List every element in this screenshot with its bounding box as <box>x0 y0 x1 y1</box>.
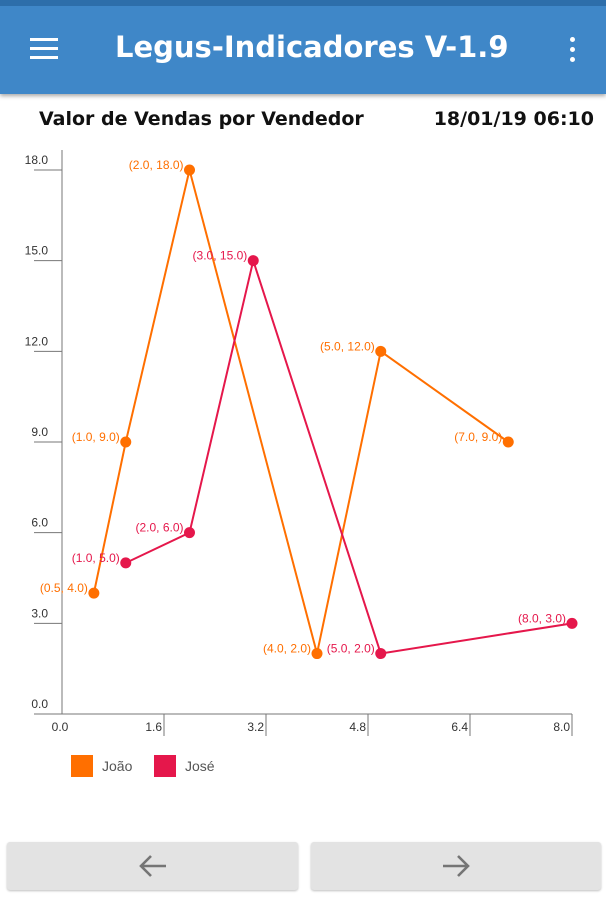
data-point <box>88 587 100 599</box>
data-label: (5.0, 2.0) <box>327 642 375 656</box>
x-tick-label: 0.0 <box>52 720 69 734</box>
status-bar-strip <box>0 0 606 6</box>
data-point <box>375 648 387 660</box>
legend-label: João <box>102 758 133 774</box>
data-label: (3.0, 15.0) <box>193 249 248 263</box>
data-point <box>311 648 323 660</box>
data-point <box>120 557 132 569</box>
data-label: (1.0, 9.0) <box>72 430 120 444</box>
data-label: (8.0, 3.0) <box>518 611 566 625</box>
data-label: (1.0, 5.0) <box>72 551 120 565</box>
y-tick-label: 18.0 <box>25 153 49 167</box>
data-label: (7.0, 9.0) <box>454 430 502 444</box>
sales-line-chart: 0.0 1.6 3.2 4.8 6.4 8.0 0.0 3.0 6.0 9.0 12.0 15.0 18… <box>25 150 578 777</box>
back-button[interactable] <box>7 842 298 890</box>
legend-swatch <box>71 755 93 777</box>
hamburger-menu-icon[interactable] <box>26 34 66 64</box>
data-label: (2.0, 18.0) <box>129 158 184 172</box>
data-label: (0.5, 4.0) <box>40 581 88 595</box>
y-tick-label: 9.0 <box>31 425 48 439</box>
data-point <box>502 436 514 448</box>
x-tick-label: 4.8 <box>349 720 366 734</box>
data-point <box>184 164 195 176</box>
app-bar: Legus-Indicadores V-1.9 <box>0 0 606 94</box>
timestamp: 18/01/19 06:10 <box>433 108 594 130</box>
data-point <box>120 436 132 448</box>
y-tick-label: 0.0 <box>31 697 48 711</box>
data-point <box>375 345 387 357</box>
y-tick-label: 12.0 <box>25 334 49 348</box>
data-point <box>247 255 259 267</box>
forward-button[interactable] <box>311 842 601 890</box>
more-vertical-icon[interactable] <box>560 34 586 66</box>
data-label: (5.0, 12.0) <box>320 339 375 353</box>
legend-swatch <box>154 755 176 777</box>
arrow-right-icon <box>443 855 470 877</box>
x-tick-label: 8.0 <box>553 720 570 734</box>
x-tick-label: 6.4 <box>451 720 468 734</box>
data-point <box>566 617 578 629</box>
y-tick-label: 15.0 <box>25 244 49 258</box>
data-label: (4.0, 2.0) <box>263 642 311 656</box>
chart-title: Valor de Vendas por Vendedor <box>39 108 364 130</box>
legend-label: José <box>185 758 215 774</box>
series-line <box>125 256 573 655</box>
arrow-left-icon <box>138 855 166 877</box>
data-point <box>184 527 195 539</box>
data-label: (2.0, 6.0) <box>135 521 183 535</box>
x-tick-label: 1.6 <box>145 720 162 734</box>
x-tick-label: 3.2 <box>247 720 264 734</box>
series-line <box>92 169 509 654</box>
y-tick-label: 6.0 <box>31 516 48 530</box>
y-tick-label: 3.0 <box>31 606 48 620</box>
app-title: Legus-Indicadores V-1.9 <box>115 30 509 64</box>
